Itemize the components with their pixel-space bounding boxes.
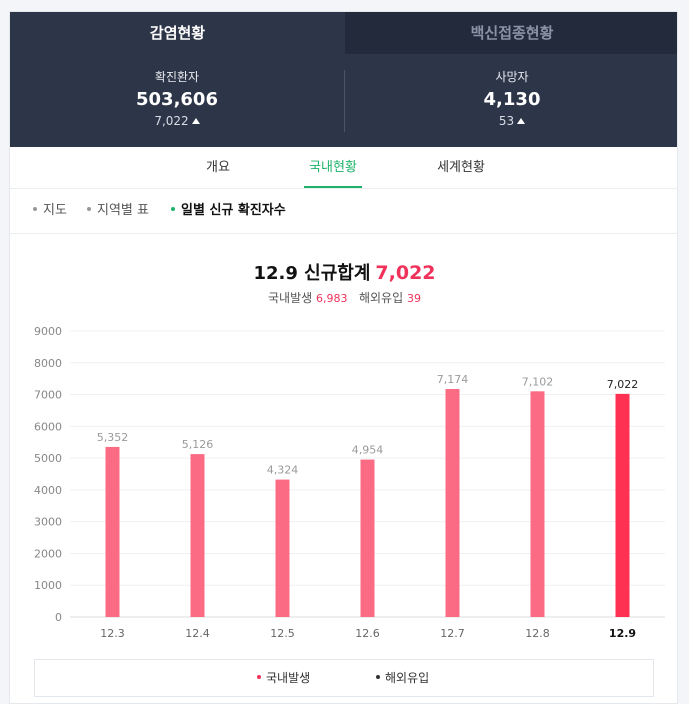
death-delta: 53 <box>345 114 677 128</box>
stat-divider <box>344 70 345 132</box>
x-tick-label: 12.6 <box>355 627 380 640</box>
tab-vaccination-status[interactable]: 백신접종현황 <box>345 12 677 54</box>
bar-value-label: 4,954 <box>352 444 384 457</box>
domestic-value: 6,983 <box>316 292 348 305</box>
covid-status-card: 감염현황 백신접종현황 확진환자 503,606 7,022 사망자 4,130… <box>9 11 678 704</box>
confirmed-stat: 확진환자 503,606 7,022 <box>10 68 344 128</box>
y-tick-label: 2000 <box>34 547 62 560</box>
bar <box>105 446 120 617</box>
y-tick-label: 1000 <box>34 579 62 592</box>
death-delta-value: 53 <box>498 114 515 128</box>
death-label: 사망자 <box>495 70 529 84</box>
up-arrow-icon <box>191 118 200 124</box>
filter-daily-new-cases[interactable]: 일별 신규 확진자수 <box>171 189 286 233</box>
legend-label-domestic: 국내발생 <box>266 671 311 685</box>
legend-dot-icon <box>257 675 261 679</box>
x-tick-label: 12.9 <box>609 627 636 640</box>
y-tick-label: 9000 <box>34 325 62 338</box>
filter-region-table[interactable]: 지역별 표 <box>87 189 149 233</box>
bar <box>445 389 460 617</box>
tab-overview[interactable]: 개요 <box>206 160 230 175</box>
y-tick-label: 7000 <box>34 389 62 402</box>
confirmed-label: 확진환자 <box>154 70 200 84</box>
bar <box>190 454 205 617</box>
chart-title-total: 7,022 <box>375 262 436 284</box>
y-tick-label: 5000 <box>34 452 62 465</box>
bar-value-label: 7,102 <box>522 375 554 388</box>
bar-value-label: 4,324 <box>267 464 299 477</box>
confirmed-delta: 7,022 <box>10 114 344 128</box>
tab-domestic[interactable]: 국내현황 <box>304 147 362 188</box>
bar-value-label: 7,174 <box>437 373 469 386</box>
bullet-icon <box>171 207 175 211</box>
bullet-icon <box>87 207 91 211</box>
y-tick-label: 0 <box>55 611 62 624</box>
filter-region-table-label: 지역별 표 <box>97 203 149 218</box>
bar-value-label: 5,126 <box>182 438 214 451</box>
legend-item-domestic[interactable]: 국내발생 <box>257 660 310 696</box>
y-tick-label: 4000 <box>34 484 62 497</box>
sub-tab-bar: 개요 국내현황 세계현황 <box>10 147 677 189</box>
chart-subtitle: 국내발생 6,983 해외유입 39 <box>10 289 677 306</box>
legend-label-overseas: 해외유입 <box>385 671 430 685</box>
bar-value-label: 7,022 <box>607 378 639 391</box>
confirmed-delta-value: 7,022 <box>154 114 189 128</box>
bar <box>615 393 630 617</box>
legend-item-overseas[interactable]: 해외유입 <box>376 660 429 696</box>
bar-value-label: 5,352 <box>97 431 129 444</box>
chart-legend: 국내발생 해외유입 <box>34 659 654 697</box>
tab-infection-status[interactable]: 감염현황 <box>10 12 345 54</box>
filter-map-label: 지도 <box>43 203 67 218</box>
x-tick-label: 12.4 <box>185 627 210 640</box>
overseas-value: 39 <box>406 292 421 305</box>
y-tick-label: 3000 <box>34 516 62 529</box>
chart-title-date: 12.9 신규합계 <box>253 263 371 284</box>
x-tick-label: 12.8 <box>525 627 550 640</box>
x-tick-label: 12.5 <box>270 627 295 640</box>
bar <box>530 391 545 617</box>
y-tick-label: 6000 <box>34 420 62 433</box>
chart-title: 12.9 신규합계 7,022 <box>10 259 677 285</box>
overseas-label: 해외유입 <box>358 291 404 305</box>
bar <box>275 479 290 617</box>
confirmed-value: 503,606 <box>136 89 218 110</box>
death-value: 4,130 <box>483 89 541 110</box>
bar <box>360 459 375 617</box>
filter-map[interactable]: 지도 <box>33 189 67 233</box>
legend-dot-icon <box>376 675 380 679</box>
daily-cases-bar-chart: 0 1000 2000 3000 4000 5000 6000 7000 8000 9000 5,3… <box>34 325 665 640</box>
y-tick-label: 8000 <box>34 357 62 370</box>
up-arrow-icon <box>517 118 526 124</box>
bullet-icon <box>33 207 37 211</box>
view-filter-bar: 지도 지역별 표 일별 신규 확진자수 <box>10 189 677 234</box>
death-stat: 사망자 4,130 53 <box>345 68 677 128</box>
summary-header: 감염현황 백신접종현황 확진환자 503,606 7,022 사망자 4,130… <box>10 12 677 147</box>
filter-daily-new-cases-label: 일별 신규 확진자수 <box>181 203 286 218</box>
tab-world[interactable]: 세계현황 <box>437 160 485 175</box>
x-tick-label: 12.7 <box>440 627 465 640</box>
x-tick-label: 12.3 <box>100 627 125 640</box>
domestic-label: 국내발생 <box>268 291 313 305</box>
